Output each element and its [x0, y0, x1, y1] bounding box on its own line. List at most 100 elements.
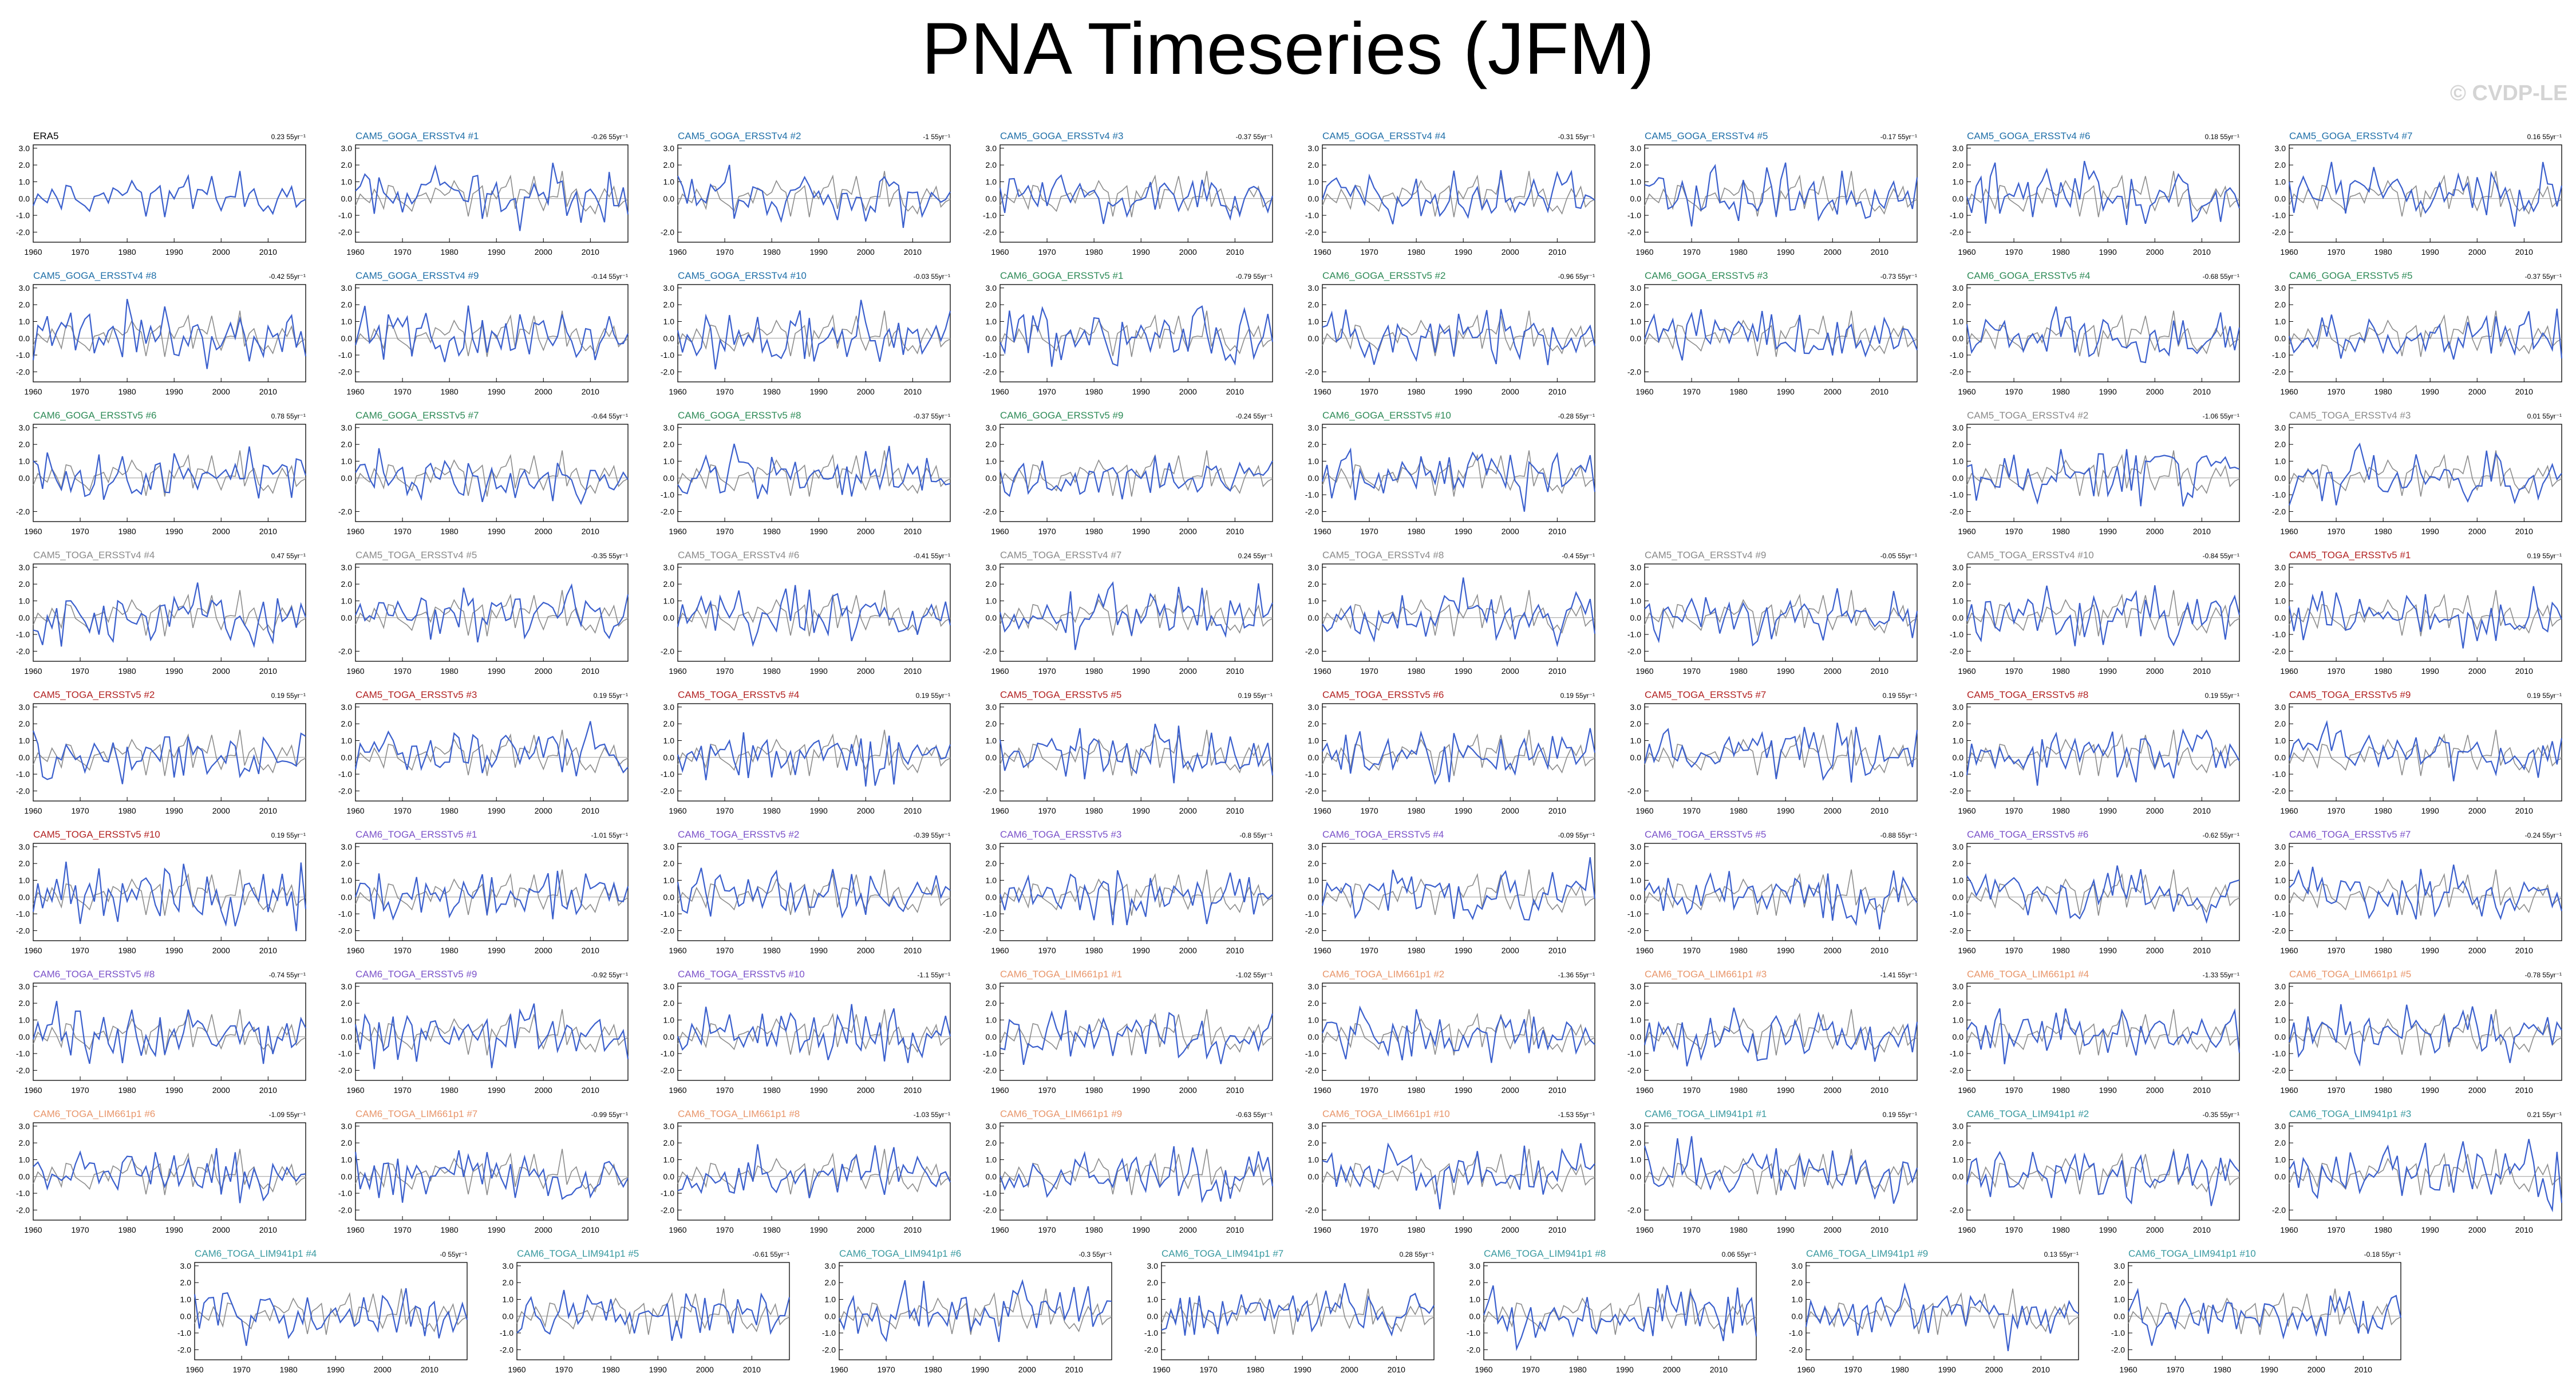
simulated-series-line [999, 870, 1273, 925]
y-tick-label: 0.0 [986, 334, 997, 343]
trend-label: -0.96 55yr⁻¹ [1558, 273, 1595, 281]
x-tick-label: 1980 [1085, 527, 1103, 536]
y-tick-label: 3.0 [19, 842, 30, 851]
x-tick-label: 2010 [1871, 1086, 1888, 1095]
x-tick-label: 2010 [1548, 806, 1566, 815]
x-tick-label: 2010 [1871, 387, 1888, 396]
y-tick-label: -2.0 [1950, 507, 1963, 516]
y-tick-label: -2.0 [1305, 367, 1319, 376]
trend-label: -0.37 55yr⁻¹ [914, 412, 950, 420]
x-tick-label: 2000 [1179, 1086, 1197, 1095]
trend-label: -1.41 55yr⁻¹ [1880, 971, 1917, 979]
y-tick-label: 2.0 [663, 719, 675, 728]
y-tick-label: 2.0 [1630, 300, 1642, 309]
plot-frame [1322, 843, 1595, 941]
y-tick-label: 2.0 [19, 579, 30, 589]
y-tick-label: 1.0 [1469, 1295, 1481, 1304]
y-tick-label: -2.0 [1305, 646, 1319, 656]
x-tick-label: 1980 [2052, 247, 2070, 257]
y-tick-label: -1.0 [2111, 1328, 2125, 1337]
y-tick-label: 2.0 [1953, 300, 1964, 309]
x-tick-label: 1960 [1313, 946, 1331, 955]
y-tick-label: -2.0 [2272, 507, 2286, 516]
y-tick-label: 0.0 [1953, 473, 1964, 483]
y-tick-label: 2.0 [1630, 1138, 1642, 1147]
x-tick-label: 1990 [488, 1225, 505, 1234]
x-tick-label: 2010 [582, 527, 599, 536]
timeseries-panel: CAM6_TOGA_LIM941p1 #4 -0 55yr⁻¹ 3.0 2.0 1.0 0… [177, 1248, 468, 1374]
plot-frame [194, 1262, 468, 1360]
x-tick-label: 1960 [346, 946, 364, 955]
x-tick-label: 1980 [763, 1225, 781, 1234]
observed-series-line [1644, 1009, 1918, 1056]
observed-series-line [1161, 1288, 1435, 1335]
timeseries-panel: CAM6_TOGA_LIM941p1 #2 -0.35 55yr⁻¹ 3.0 2.0 1… [1950, 1108, 2240, 1234]
x-tick-label: 1960 [830, 1365, 848, 1374]
x-tick-label: 1960 [1958, 1225, 1976, 1234]
y-tick-label: 3.0 [1630, 703, 1642, 712]
y-tick-label: -1.0 [1950, 211, 1963, 220]
y-tick-label: 0.0 [986, 473, 997, 483]
y-tick-label: 3.0 [1953, 283, 1964, 293]
x-tick-label: 1960 [1635, 946, 1653, 955]
panel-title: CAM5_TOGA_ERSSTv4 #8 [1322, 550, 1444, 561]
x-tick-label: 2010 [421, 1365, 438, 1374]
y-tick-label: -2.0 [338, 507, 352, 516]
observed-series-line [516, 1288, 790, 1335]
y-tick-label: 2.0 [1953, 999, 1964, 1008]
x-tick-label: 1990 [2421, 527, 2439, 536]
x-tick-label: 2000 [857, 1086, 875, 1095]
observed-series-line [33, 1149, 306, 1195]
timeseries-panel: CAM6_TOGA_LIM661p1 #1 -1.02 55yr⁻¹ 3.0 2.0 1… [983, 969, 1274, 1095]
y-tick-label: -2.0 [1627, 786, 1641, 795]
plot-frame [33, 424, 306, 522]
y-tick-label: 1.0 [663, 456, 675, 465]
x-tick-label: 2010 [904, 666, 922, 676]
x-tick-label: 1990 [1777, 666, 1795, 676]
x-tick-label: 1960 [24, 666, 42, 676]
x-tick-label: 2010 [2515, 527, 2533, 536]
panel-title: CAM6_TOGA_LIM941p1 #2 [1967, 1108, 2089, 1119]
timeseries-panel: CAM6_GOGA_ERSSTv5 #10 -0.28 55yr⁻¹ 3.0 2.0 1… [1305, 410, 1596, 536]
x-tick-label: 1990 [1455, 1086, 1472, 1095]
x-tick-label: 1970 [393, 946, 411, 955]
observed-series-line [2289, 171, 2562, 218]
y-tick-label: 0.0 [19, 753, 30, 762]
y-tick-label: 2.0 [986, 859, 997, 868]
x-tick-label: 1970 [2327, 1086, 2345, 1095]
timeseries-panel: CAM6_GOGA_ERSSTv5 #6 0.78 55yr⁻¹ 3.0 2.0 1.0… [16, 410, 307, 536]
x-tick-label: 1970 [1199, 1365, 1217, 1374]
x-tick-label: 1990 [810, 1225, 828, 1234]
plot-frame [1161, 1262, 1435, 1360]
x-tick-label: 1980 [1085, 1086, 1103, 1095]
y-tick-label: -2.0 [1950, 786, 1963, 795]
y-tick-label: 2.0 [825, 1278, 836, 1287]
y-tick-label: -2.0 [983, 646, 997, 656]
y-tick-label: -2.0 [1305, 926, 1319, 935]
x-tick-label: 2010 [904, 1225, 922, 1234]
panel-title: CAM6_GOGA_ERSSTv5 #8 [678, 410, 801, 421]
y-tick-label: -2.0 [500, 1345, 513, 1354]
timeseries-panel: CAM6_GOGA_ERSSTv5 #3 -0.73 55yr⁻¹ 3.0 2.0 1.… [1627, 270, 1918, 396]
timeseries-panel: CAM6_TOGA_LIM941p1 #7 0.28 55yr⁻¹ 3.0 2.0 1.… [1144, 1248, 1435, 1374]
x-tick-label: 1970 [2327, 527, 2345, 536]
y-tick-label: 0.0 [1308, 1032, 1319, 1041]
panel-title: CAM6_TOGA_LIM941p1 #5 [517, 1248, 639, 1259]
y-tick-label: -1.0 [2272, 909, 2286, 918]
panel-title: CAM6_TOGA_ERSSTv5 #8 [33, 969, 155, 980]
observed-series-line [1644, 590, 1918, 637]
x-tick-label: 1970 [716, 527, 733, 536]
x-tick-label: 1990 [1455, 387, 1472, 396]
observed-series-line [999, 869, 1273, 916]
plot-frame [355, 284, 629, 382]
x-tick-label: 1960 [346, 1225, 364, 1234]
x-tick-label: 1980 [118, 1225, 136, 1234]
timeseries-panel: CAM5_GOGA_ERSSTv4 #8 -0.42 55yr⁻¹ 3.0 2.0 1.… [16, 270, 307, 396]
x-tick-label: 1970 [716, 1086, 733, 1095]
y-tick-label: 3.0 [2275, 563, 2286, 572]
x-tick-label: 1970 [1682, 666, 1700, 676]
y-tick-label: -2.0 [16, 926, 30, 935]
y-tick-label: -1.0 [983, 1049, 997, 1058]
x-tick-label: 2000 [1502, 946, 1519, 955]
y-tick-label: 2.0 [986, 440, 997, 449]
